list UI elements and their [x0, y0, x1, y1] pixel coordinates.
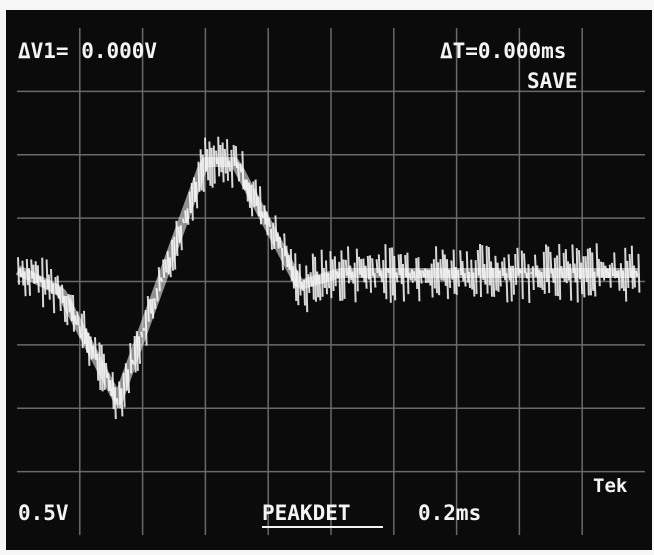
trace-core [15, 157, 639, 405]
waveform [15, 136, 641, 420]
volts-per-div: 0.5V [18, 501, 69, 525]
delta-v1-readout: ΔV1= 0.000V [18, 39, 157, 63]
mode-readout: SAVE [527, 69, 578, 93]
acquisition-mode: PEAKDET [262, 501, 351, 525]
time-per-div: 0.2ms [418, 501, 481, 525]
delta-t-readout: ΔT=0.000ms [440, 39, 566, 63]
brand-label: Tek [593, 475, 628, 497]
